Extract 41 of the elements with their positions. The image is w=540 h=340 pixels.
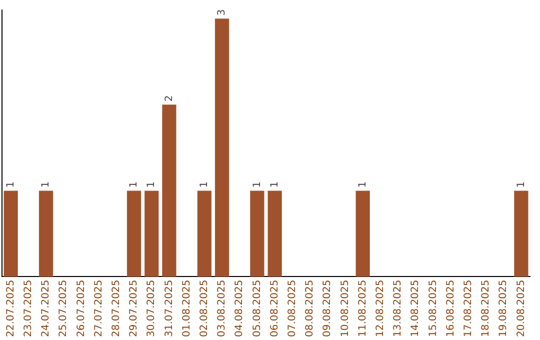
- data-label: 3: [216, 9, 228, 16]
- x-tick-label: 06.08.2025: [269, 280, 280, 338]
- data-label: 1: [40, 181, 52, 188]
- data-label: 1: [128, 181, 140, 188]
- data-label: 1: [198, 181, 210, 188]
- data-label: 1: [252, 181, 263, 188]
- x-tick-label: 15.08.2025: [428, 280, 439, 338]
- x-tick-label: 03.08.2025: [216, 280, 228, 338]
- data-label: 1: [146, 181, 158, 188]
- x-tick-label: 13.08.2025: [392, 280, 404, 338]
- data-label: 1: [357, 181, 368, 188]
- data-label: 1: [5, 181, 16, 188]
- data-label: 2: [164, 95, 175, 102]
- x-tick-label: 04.08.2025: [234, 280, 246, 338]
- x-tick-label: 22.07.2025: [5, 280, 16, 338]
- x-tick-label: 28.07.2025: [110, 280, 122, 338]
- x-tick-label: 20.08.2025: [516, 280, 527, 338]
- x-tick-label: 02.08.2025: [198, 280, 210, 338]
- x-tick-label: 23.07.2025: [22, 280, 34, 338]
- x-tick-label: 09.08.2025: [322, 280, 334, 338]
- x-tick-label: 07.08.2025: [286, 280, 298, 338]
- x-tick-label: 29.07.2025: [128, 280, 140, 338]
- data-label: 1: [269, 181, 280, 188]
- x-tick-label: 31.07.2025: [164, 280, 175, 338]
- x-tick-label: 26.07.2025: [76, 280, 87, 338]
- x-tick-label: 27.07.2025: [93, 280, 104, 338]
- x-tick-label: 18.08.2025: [480, 280, 492, 338]
- x-tick-label: 08.08.2025: [304, 280, 316, 338]
- x-tick-label: 12.08.2025: [374, 280, 386, 338]
- x-tick-label: 24.07.2025: [40, 280, 52, 338]
- x-tick-label: 11.08.2025: [357, 280, 368, 338]
- x-tick-label: 17.08.2025: [462, 280, 474, 338]
- x-tick-label: 19.08.2025: [498, 280, 510, 338]
- x-tick-label: 25.07.2025: [58, 280, 70, 338]
- x-tick-label: 30.07.2025: [146, 280, 158, 338]
- x-tick-label: 10.08.2025: [340, 280, 351, 338]
- x-tick-label: 01.08.2025: [181, 280, 192, 338]
- x-tick-label: 05.08.2025: [252, 280, 263, 338]
- x-tick-label: 14.08.2025: [410, 280, 422, 338]
- data-label: 1: [516, 181, 527, 188]
- x-tick-label: 16.08.2025: [445, 280, 456, 338]
